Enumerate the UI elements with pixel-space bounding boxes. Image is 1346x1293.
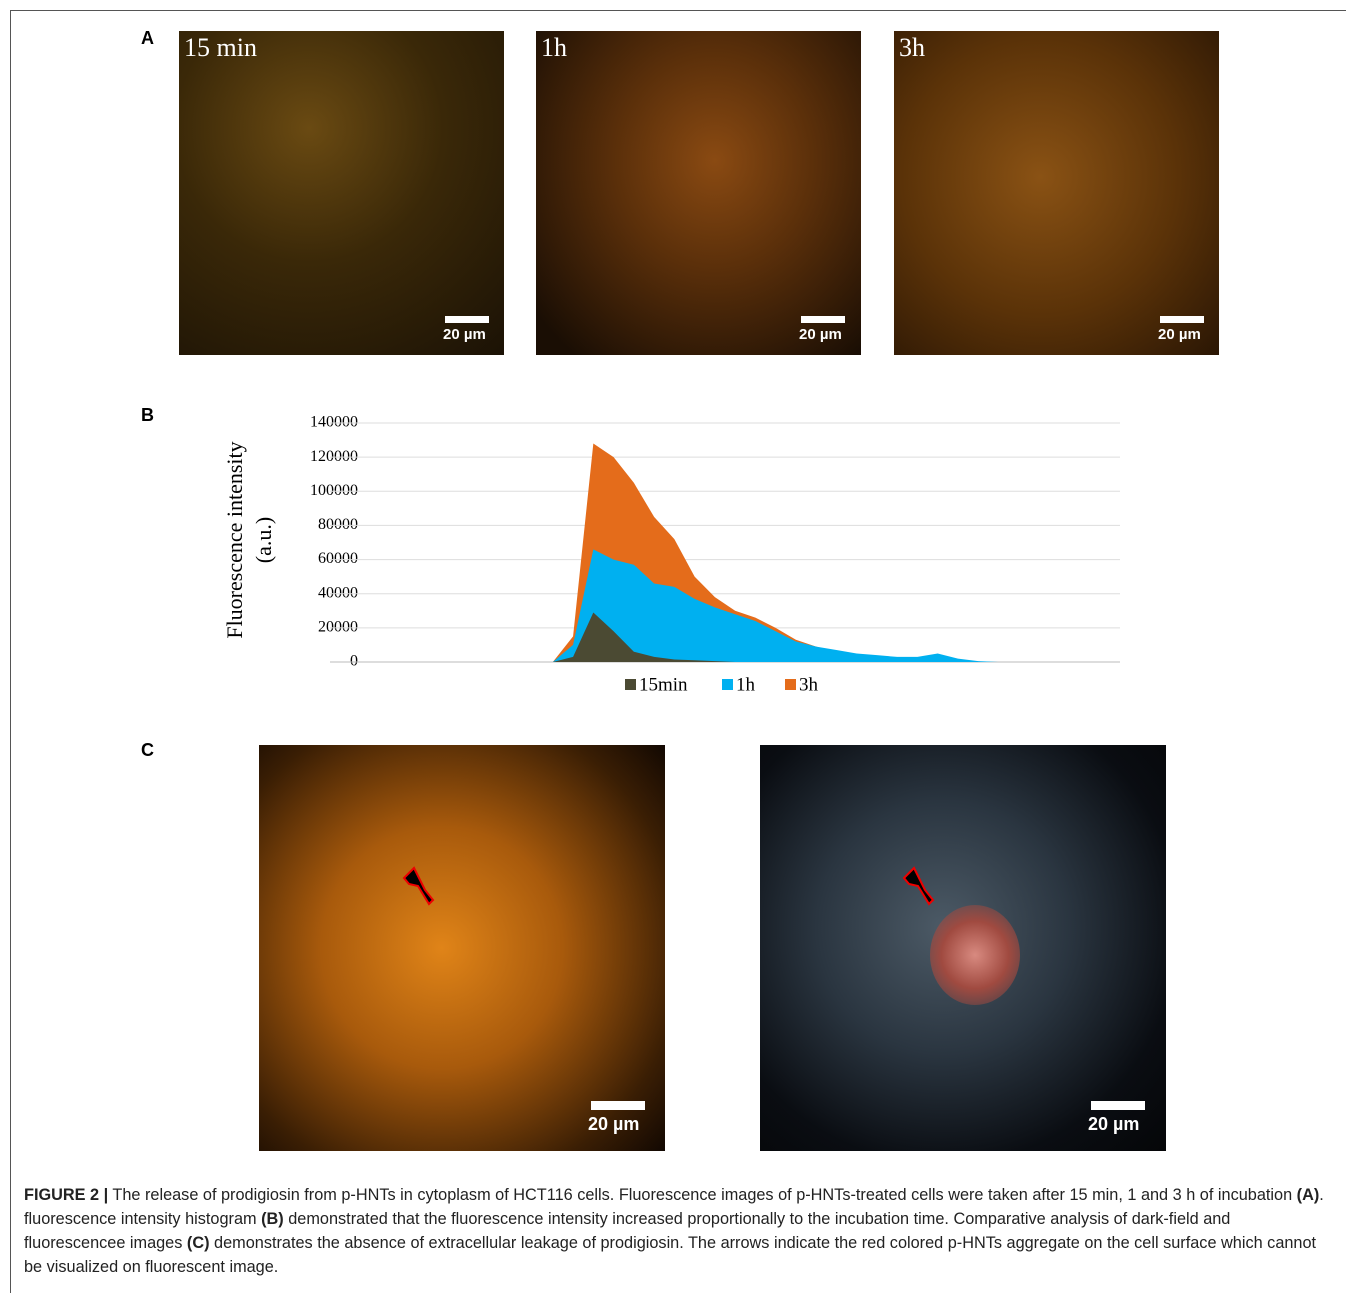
arrow <box>404 868 433 904</box>
legend-swatch <box>625 679 636 690</box>
y-axis-label: Fluorescence intensity <box>222 441 247 638</box>
y-tick-label: 100000 <box>310 482 358 499</box>
figure-label: FIGURE 2 | <box>24 1186 108 1204</box>
chart: Fluorescence intensity (a.u.) 0 20000 4000… <box>0 0 1346 1180</box>
y-tick-label: 20000 <box>318 619 358 636</box>
y-tick-label: 40000 <box>318 584 358 601</box>
y-tick-label: 60000 <box>318 550 358 567</box>
caption-ref: (B) <box>261 1210 284 1228</box>
caption-ref: (C) <box>187 1234 210 1252</box>
y-tick-label: 120000 <box>310 448 358 465</box>
legend-swatch <box>785 679 796 690</box>
caption: FIGURE 2 | The release of prodigiosin fr… <box>24 1183 1324 1279</box>
legend-swatch <box>722 679 733 690</box>
page: A B C 15 min 20 µm 1h 20 µm 3h 20 µm 20 … <box>0 0 1346 1292</box>
caption-text: The release of prodigiosin from p-HNTs i… <box>108 1186 1296 1204</box>
y-tick-label: 140000 <box>310 414 358 431</box>
y-axis-label: (a.u.) <box>251 517 276 563</box>
legend-label: 15min <box>639 674 688 695</box>
caption-text: demonstrates the absence of extracellula… <box>24 1234 1316 1276</box>
y-tick-label: 80000 <box>318 516 358 533</box>
y-tick-label: 0 <box>350 653 358 670</box>
caption-ref: (A) <box>1297 1186 1320 1204</box>
arrow <box>904 868 933 904</box>
legend-label: 3h <box>799 674 819 695</box>
legend-label: 1h <box>736 674 756 695</box>
